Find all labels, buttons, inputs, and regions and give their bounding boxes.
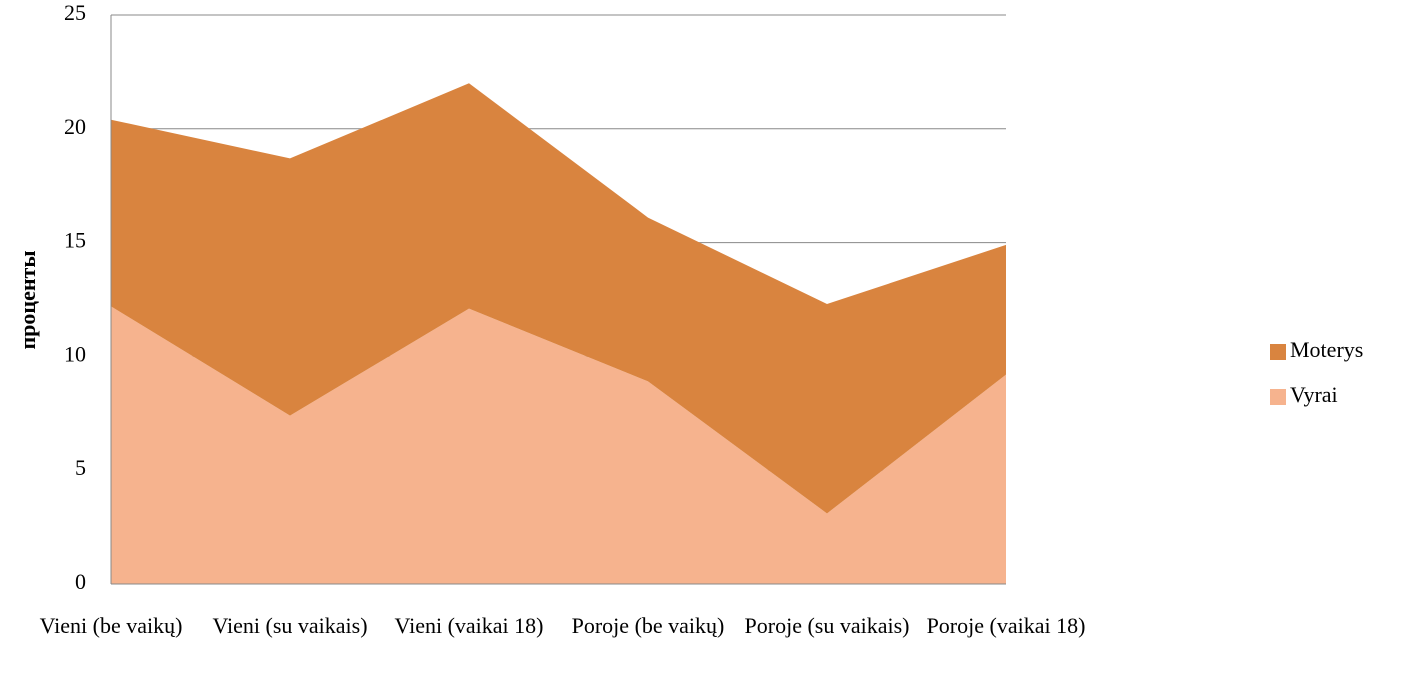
legend-swatch (1270, 389, 1286, 405)
y-tick-label: 5 (75, 455, 86, 480)
y-tick-label: 0 (75, 569, 86, 594)
area (111, 83, 1006, 514)
legend-label: Vyrai (1290, 382, 1338, 407)
x-tick-label: Vieni (be vaikų) (39, 613, 183, 638)
x-tick-label: Poroje (su vaikais) (744, 613, 910, 638)
legend-label: Moterys (1290, 337, 1363, 362)
area (111, 306, 1006, 584)
x-tick-label: Vieni (vaikai 18) (394, 613, 544, 638)
x-tick-label: Poroje (vaikai 18) (926, 613, 1086, 638)
y-tick-label: 15 (64, 228, 86, 253)
legend-swatch (1270, 344, 1286, 360)
y-tick-label: 20 (64, 114, 86, 139)
x-tick-label: Vieni (su vaikais) (212, 613, 368, 638)
y-tick-label: 25 (64, 0, 86, 25)
y-tick-label: 10 (64, 341, 86, 366)
y-axis-label: проценты (15, 250, 40, 349)
x-tick-label: Poroje (be vaikų) (571, 613, 725, 638)
